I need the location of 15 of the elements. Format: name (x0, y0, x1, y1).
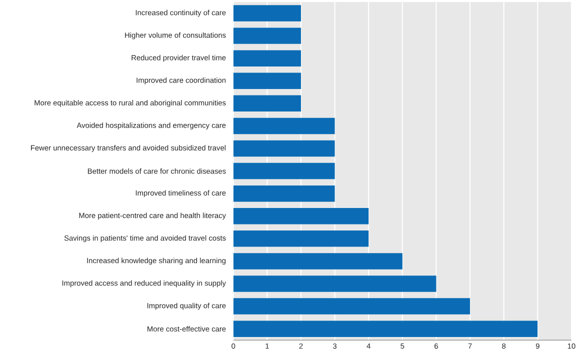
bar (233, 50, 301, 66)
bar (233, 230, 369, 247)
bar (233, 208, 369, 224)
bar (233, 320, 538, 337)
bar (233, 276, 436, 292)
bar (233, 28, 301, 44)
bar (233, 185, 335, 202)
bar (233, 140, 335, 157)
bar (233, 162, 335, 180)
bar (233, 118, 335, 134)
bar (233, 298, 470, 314)
bar (233, 253, 402, 270)
bar (233, 95, 301, 112)
bar (233, 5, 301, 22)
bar (233, 72, 301, 89)
